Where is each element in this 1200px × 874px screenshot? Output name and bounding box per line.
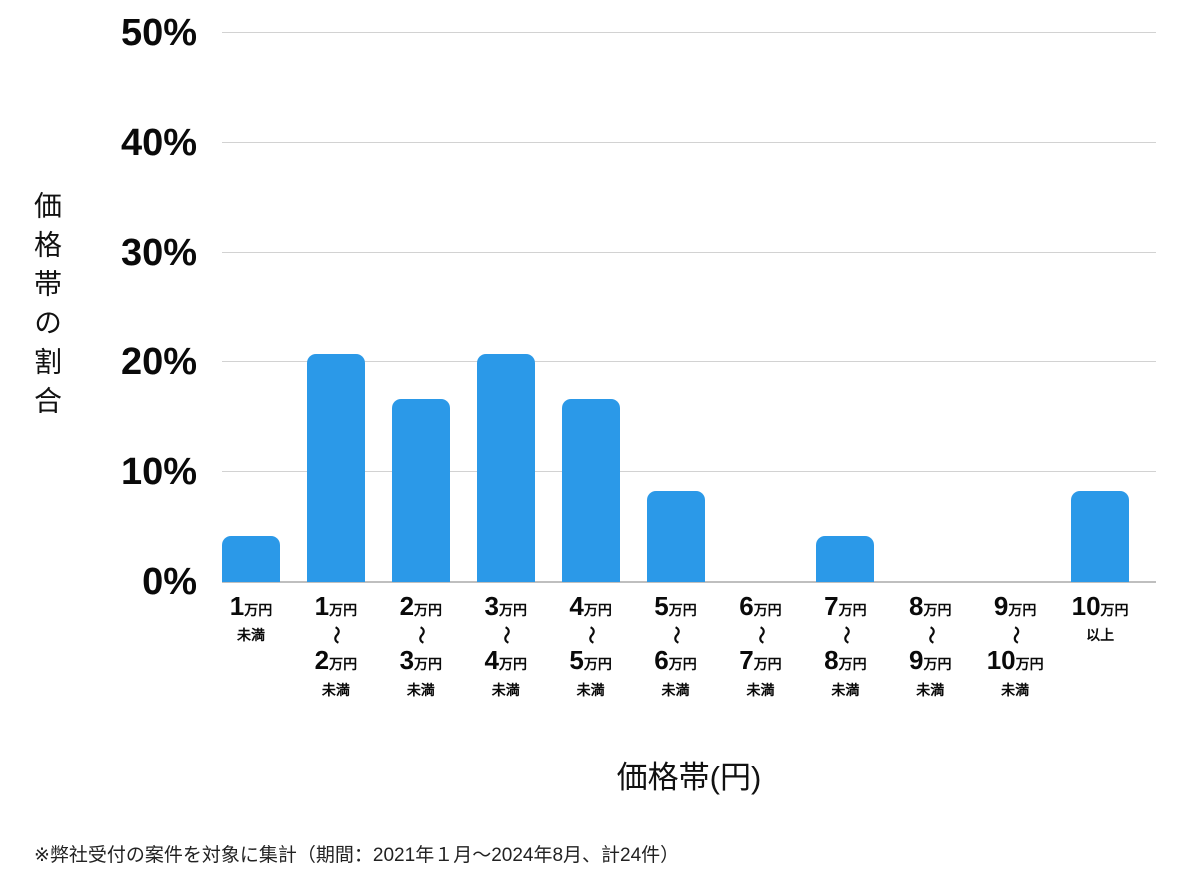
tilde-glyph: 〜 bbox=[580, 626, 601, 644]
tilde-glyph: 〜 bbox=[410, 626, 431, 644]
y-tick-label: 50% bbox=[120, 12, 197, 54]
x-tick-label: 9万円〜 10万円 未満 bbox=[986, 591, 1044, 698]
y-tick-labels: 50% 40% 30% 20% 10% 0% bbox=[0, 14, 197, 601]
x-axis-title: 価格帯(円) bbox=[616, 760, 762, 795]
x-tick-label: 4万円〜 5万円 未満 bbox=[569, 591, 612, 698]
x-axis-baseline bbox=[222, 581, 1156, 583]
footnote: ※弊社受付の案件を対象に集計（期間：2021年１月～2024年8月、計24件） bbox=[34, 845, 680, 866]
y-tick-label: 30% bbox=[120, 231, 197, 274]
x-tick-labels: 1万円 未満 1万円〜 2万円 未満 2万円〜 3万円 未満 3万円〜 4万円 未満 4万円〜 5万円未… bbox=[222, 592, 1156, 702]
tilde-glyph: 〜 bbox=[325, 626, 346, 644]
bar bbox=[222, 535, 280, 582]
x-tick-label: 3万円〜 4万円 未満 bbox=[484, 591, 527, 698]
y-tick-label: 20% bbox=[120, 341, 197, 384]
bar bbox=[306, 353, 365, 582]
gridline bbox=[222, 361, 1156, 363]
x-tick-label: 6万円〜 7万円 未満 bbox=[739, 591, 782, 698]
gridline bbox=[222, 471, 1156, 473]
gridline bbox=[222, 251, 1156, 253]
gridline bbox=[222, 141, 1156, 143]
x-tick-label: 2万円〜 3万円 未満 bbox=[399, 591, 443, 698]
y-axis-title: 価格帯の割合 bbox=[31, 190, 62, 425]
tilde-glyph: 〜 bbox=[920, 626, 941, 644]
bar bbox=[476, 353, 535, 582]
x-tick-label: 1万円 未満 bbox=[229, 591, 273, 643]
bar bbox=[391, 398, 450, 582]
y-tick-label: 40% bbox=[120, 121, 197, 164]
x-tick-label: 1万円〜 2万円 未満 bbox=[314, 591, 358, 698]
tilde-glyph: 〜 bbox=[835, 626, 856, 644]
x-tick-label: 10万円 以上 bbox=[1071, 591, 1129, 643]
tilde-glyph: 〜 bbox=[665, 626, 686, 644]
bar bbox=[1071, 490, 1130, 582]
tilde-glyph: 〜 bbox=[1005, 626, 1026, 644]
tilde-glyph: 〜 bbox=[495, 626, 516, 644]
y-tick-label: 10% bbox=[120, 451, 197, 494]
bar bbox=[646, 490, 705, 582]
x-tick-label: 7万円〜 8万円 未満 bbox=[824, 591, 867, 698]
plot-area bbox=[222, 32, 1156, 583]
x-tick-label: 8万円〜 9万円 未満 bbox=[909, 591, 952, 698]
y-tick-label: 0% bbox=[142, 561, 197, 603]
tilde-glyph: 〜 bbox=[750, 626, 771, 644]
bar bbox=[816, 535, 875, 582]
gridline bbox=[222, 32, 1156, 33]
y-axis-title-wrap: 価格帯の割合 bbox=[26, 33, 66, 582]
bar bbox=[561, 398, 620, 582]
x-tick-label: 5万円〜 6万円 未満 bbox=[654, 591, 697, 698]
